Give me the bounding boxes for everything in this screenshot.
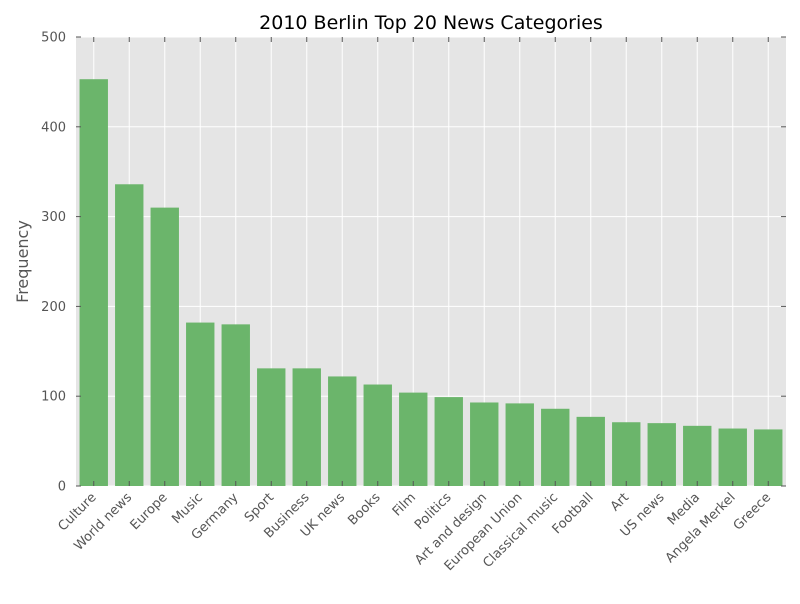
bar-culture	[79, 79, 108, 487]
bar-angela-merkel	[718, 428, 747, 486]
x-tick-label: Film	[390, 490, 419, 519]
bar-greece	[754, 429, 783, 486]
y-tick-label: 100	[41, 390, 66, 405]
y-tick-label: 400	[41, 120, 66, 135]
y-tick-label: 300	[41, 210, 66, 225]
bar-europe	[150, 207, 179, 486]
bars	[79, 79, 783, 487]
bar-european-union	[505, 403, 534, 486]
y-axis: 0 100 200 300 400 500	[41, 31, 786, 495]
chart-title: 2010 Berlin Top 20 News Categories	[259, 12, 603, 34]
plot-area	[76, 37, 786, 486]
bar-business	[292, 368, 321, 486]
bar-football	[576, 416, 605, 486]
bar-sport	[257, 368, 286, 486]
bar-media	[683, 425, 712, 486]
bar-uk-news	[328, 376, 357, 486]
bar-politics	[434, 397, 463, 486]
y-tick-label: 0	[58, 480, 66, 495]
bar-us-news	[647, 423, 676, 486]
bar-classical-music	[541, 408, 570, 486]
bar-world-news	[115, 184, 144, 486]
y-axis-label: Frequency	[13, 220, 32, 303]
x-tick-label: Books	[345, 490, 383, 528]
x-tick-label: Europe	[128, 490, 171, 533]
bar-germany	[221, 324, 250, 486]
bar-art-and-design	[470, 402, 499, 486]
x-tick-label: Art	[608, 490, 632, 514]
bar-art	[612, 422, 641, 486]
bar-books	[363, 384, 392, 486]
bar-film	[399, 392, 428, 486]
x-tick-label: Greece	[731, 490, 774, 533]
y-tick-label: 200	[41, 300, 66, 315]
bar-music	[186, 322, 215, 486]
y-tick-label: 500	[41, 31, 66, 46]
